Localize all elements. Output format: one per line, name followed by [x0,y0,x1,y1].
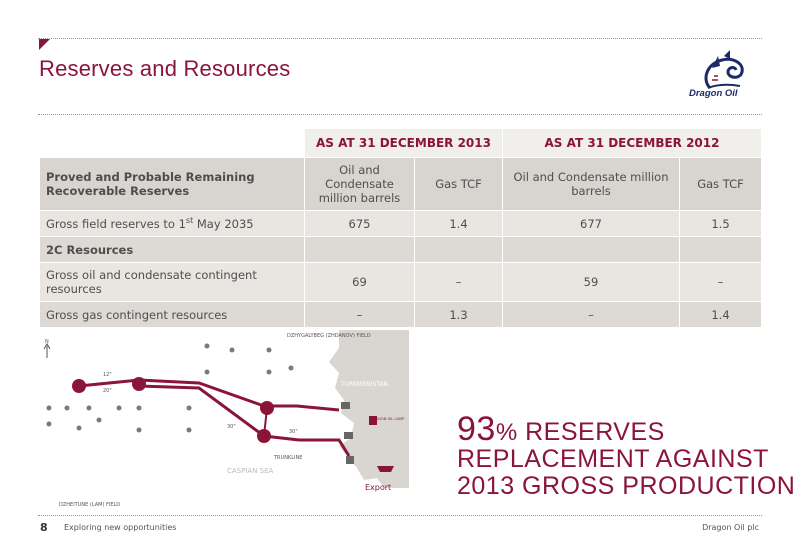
corner-marker [39,39,50,50]
field-map: N DZHYGALYBEG (ZHDANOV) FIELD TURKMENIST… [39,328,409,511]
platform-marker [257,429,271,443]
camp-marker [369,416,377,425]
footer-divider [38,515,762,516]
map-label-country: TURKMENISTAN [340,381,388,388]
unit-header: Oil and Condensate million barrels [304,157,415,211]
table-cell: – [502,301,680,328]
row-header-label: Proved and Probable Remaining Recoverabl… [39,157,305,211]
logo-text: Dragon Oil [689,88,738,99]
north-label: N [45,339,49,345]
platform-marker [132,377,146,391]
table-cell: 59 [502,262,680,302]
table-cell: – [679,262,762,302]
header-divider [38,114,762,115]
table-cell: 1.5 [679,210,762,237]
footer-tagline: Exploring new opportunities [64,523,177,532]
table-cell [679,236,762,263]
unit-header: Gas TCF [414,157,503,211]
unit-header: Oil and Condensate million barrels [502,157,680,211]
table-cell: 1.3 [414,301,503,328]
map-label-trunkline: TRUNKLINE [273,455,302,461]
table-cell: 69 [304,262,415,302]
pipeline-north [78,378,340,412]
map-label-camp: DRAGON OIL CAMP [371,417,404,421]
page-title: Reserves and Resources [39,56,291,81]
map-label-field-north: DZHYGALYBEG (ZHDANOV) FIELD [287,333,371,339]
table-period-header-row: AS AT 31 DECEMBER 2013 AS AT 31 DECEMBER… [39,128,762,158]
row-label: Gross gas contingent resources [39,301,305,328]
row-label: Gross oil and condensate contingent reso… [39,262,305,302]
highlight-line3: 2013 GROSS PRODUCTION [457,472,796,500]
map-land [329,330,409,488]
table-cell: 675 [304,210,415,237]
platform-marker [72,379,86,393]
table-cell: 1.4 [679,301,762,328]
table-row: Gross gas contingent resources – 1.3 – 1… [39,301,762,328]
period-header-2013: AS AT 31 DECEMBER 2013 [304,128,503,158]
page-number: 8 [40,521,48,534]
tanker-icon [377,466,394,472]
platform-marker [260,401,274,415]
row-label: Gross field reserves to 1st May 2035 [39,210,305,237]
facility-marker [341,402,350,409]
table-unit-header-row: Proved and Probable Remaining Recoverabl… [39,157,762,211]
footer-company: Dragon Oil plc [702,523,759,532]
table-cell [304,236,415,263]
pipe-size-label: 20" [103,388,112,394]
facility-marker [344,432,353,439]
highlight-statement: 93% RESERVES REPLACEMENT AGAINST 2013 GR… [457,412,796,500]
table-row: Gross field reserves to 1st May 2035 675… [39,210,762,237]
table-cell: – [304,301,415,328]
period-header-2012: AS AT 31 DECEMBER 2012 [502,128,762,158]
table-cell: – [414,262,503,302]
table-cell: 677 [502,210,680,237]
table-cell: 1.4 [414,210,503,237]
top-divider [38,38,762,39]
highlight-percent-sign: % [495,419,518,446]
pipe-size-label: 30" [227,424,236,430]
map-label-export: Export [365,483,391,492]
section-label: 2C Resources [39,236,305,263]
pipe-size-label: 12" [103,372,112,378]
highlight-line1: RESERVES [517,418,665,446]
north-arrow-icon [43,343,51,358]
map-label-field-south: DZHEITUNE (LAM) FIELD [59,502,120,508]
well-markers [46,343,294,433]
dragon-logo-icon [704,50,744,90]
map-label-sea: CASPIAN SEA [227,467,274,475]
table-section-row: 2C Resources [39,236,762,263]
facility-marker [346,456,354,464]
table-row: Gross oil and condensate contingent reso… [39,262,762,302]
highlight-line2: REPLACEMENT AGAINST [457,445,769,473]
highlight-percent: 93 [457,410,496,448]
reserves-table: AS AT 31 DECEMBER 2013 AS AT 31 DECEMBER… [39,128,762,328]
table-cell [502,236,680,263]
unit-header: Gas TCF [679,157,762,211]
table-corner-cell [39,128,305,158]
pipeline-south [138,384,351,457]
pipe-size-label: 30" [289,429,298,435]
table-cell [414,236,503,263]
